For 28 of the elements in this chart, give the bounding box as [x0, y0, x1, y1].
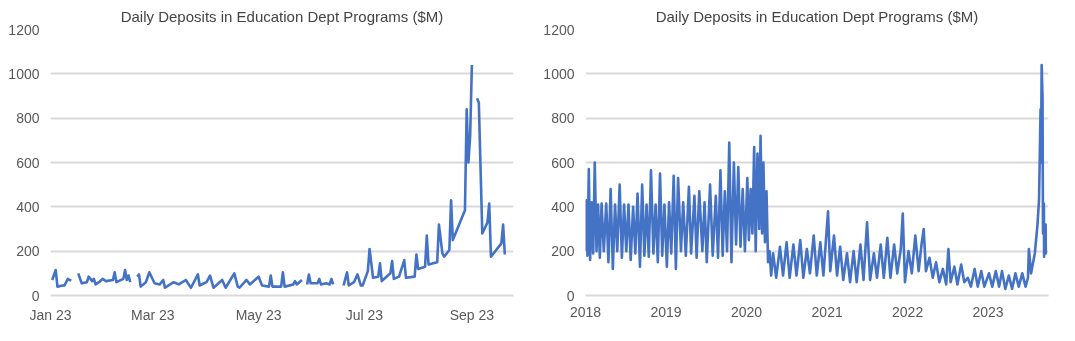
x-tick-label: 2022 — [892, 303, 924, 320]
x-tick-label: May 23 — [235, 306, 282, 323]
y-tick-label: 1000 — [543, 65, 575, 82]
y-tick-label: 200 — [551, 243, 575, 260]
y-tick-label: 600 — [551, 154, 575, 171]
x-tick-label: 2021 — [811, 303, 843, 320]
y-tick-label: 1200 — [543, 21, 575, 38]
y-tick-label: 200 — [16, 243, 40, 260]
y-tick-label: 0 — [31, 287, 40, 304]
y-tick-label: 800 — [551, 110, 575, 127]
y-tick-label: 800 — [16, 110, 40, 127]
y-tick-label: 400 — [551, 198, 575, 215]
x-tick-label: Sep 23 — [449, 306, 495, 323]
y-tick-label: 0 — [566, 287, 575, 304]
y-tick-label: 1200 — [8, 21, 40, 38]
line-series — [585, 63, 1048, 291]
x-tick-label: 2018 — [569, 303, 602, 320]
y-tick-label: 400 — [16, 198, 40, 215]
y-tick-label: 1000 — [8, 65, 40, 82]
x-tick-label: Mar 23 — [131, 306, 175, 323]
chart-title: Daily Deposits in Education Dept Programs ($M) — [655, 7, 979, 25]
x-tick-label: Jul 23 — [345, 306, 384, 323]
x-tick-label: Jan 23 — [29, 306, 72, 323]
chart-title: Daily Deposits in Education Dept Programs ($M) — [120, 7, 444, 25]
x-tick-label: 2023 — [972, 303, 1004, 320]
y-tick-label: 600 — [16, 154, 40, 171]
x-tick-label: 2019 — [650, 303, 682, 320]
x-tick-label: 2020 — [730, 303, 763, 320]
